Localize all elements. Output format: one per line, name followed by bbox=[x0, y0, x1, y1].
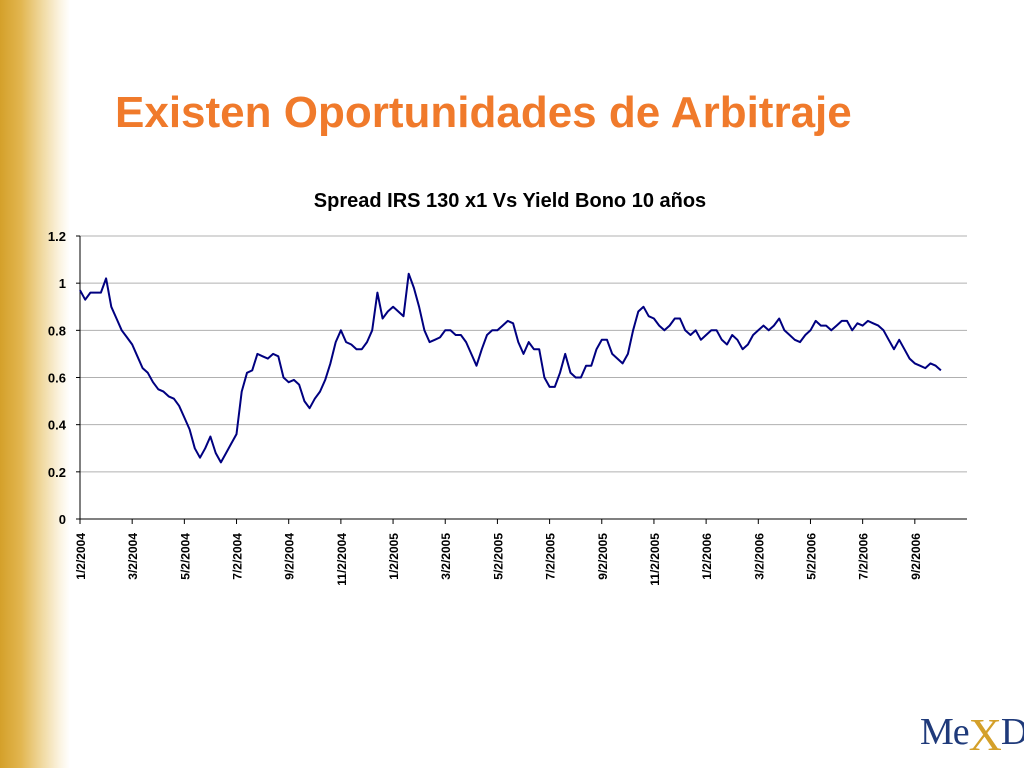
y-tick-label: 0.4 bbox=[48, 418, 67, 433]
x-tick-label: 9/2/2005 bbox=[596, 533, 610, 580]
x-tick-label: 5/2/2004 bbox=[178, 533, 192, 580]
x-axis: 1/2/2004 3/2/2004 5/2/2004 7/2/2004 9/2/2004… bbox=[74, 518, 967, 586]
plot-area bbox=[79, 272, 942, 464]
y-tick-label: 0.2 bbox=[48, 465, 66, 480]
y-tick-label: 0 bbox=[59, 512, 66, 527]
x-tick-label: 5/2/2005 bbox=[491, 533, 505, 580]
x-tick-label: 1/2/2005 bbox=[387, 533, 401, 580]
y-tick-label: 0.8 bbox=[48, 323, 66, 338]
x-tick-label: 11/2/2004 bbox=[335, 533, 349, 586]
x-tick-label: 1/2/2006 bbox=[700, 533, 714, 580]
chart-title: Spread IRS 130 x1 Vs Yield Bono 10 años bbox=[314, 190, 706, 212]
x-tick-label: 9/2/2004 bbox=[283, 533, 297, 580]
y-tick-label: 1 bbox=[59, 276, 66, 291]
x-tick-label: 1/2/2004 bbox=[74, 533, 88, 580]
decorative-side-bar bbox=[0, 0, 70, 768]
x-tick-label: 7/2/2005 bbox=[544, 533, 558, 580]
x-tick-label: 3/2/2004 bbox=[126, 533, 140, 580]
slide-title: Existen Oportunidades de Arbitraje bbox=[115, 88, 852, 137]
logo-text-x: X bbox=[968, 709, 1002, 760]
x-tick-label: 9/2/2006 bbox=[909, 533, 923, 580]
x-tick-label: 7/2/2004 bbox=[231, 533, 245, 580]
x-tick-label: 7/2/2006 bbox=[857, 533, 871, 580]
series-line bbox=[79, 272, 942, 464]
x-tick-label: 11/2/2005 bbox=[648, 533, 662, 586]
x-tick-label: 3/2/2006 bbox=[752, 533, 766, 580]
y-axis: 0 0.2 0.4 0.6 0.8 1 1.2 bbox=[48, 229, 81, 527]
logo-text-a: Me bbox=[920, 711, 970, 753]
y-tick-label: 1.2 bbox=[48, 229, 66, 244]
y-tick-label: 0.6 bbox=[48, 371, 66, 386]
x-tick-label: 3/2/2005 bbox=[439, 533, 453, 580]
gridlines bbox=[80, 235, 967, 520]
logo-text-b: Der bbox=[1000, 711, 1024, 753]
mexder-logo: MeXDer bbox=[920, 702, 1024, 762]
x-tick-label: 5/2/2006 bbox=[804, 533, 818, 580]
